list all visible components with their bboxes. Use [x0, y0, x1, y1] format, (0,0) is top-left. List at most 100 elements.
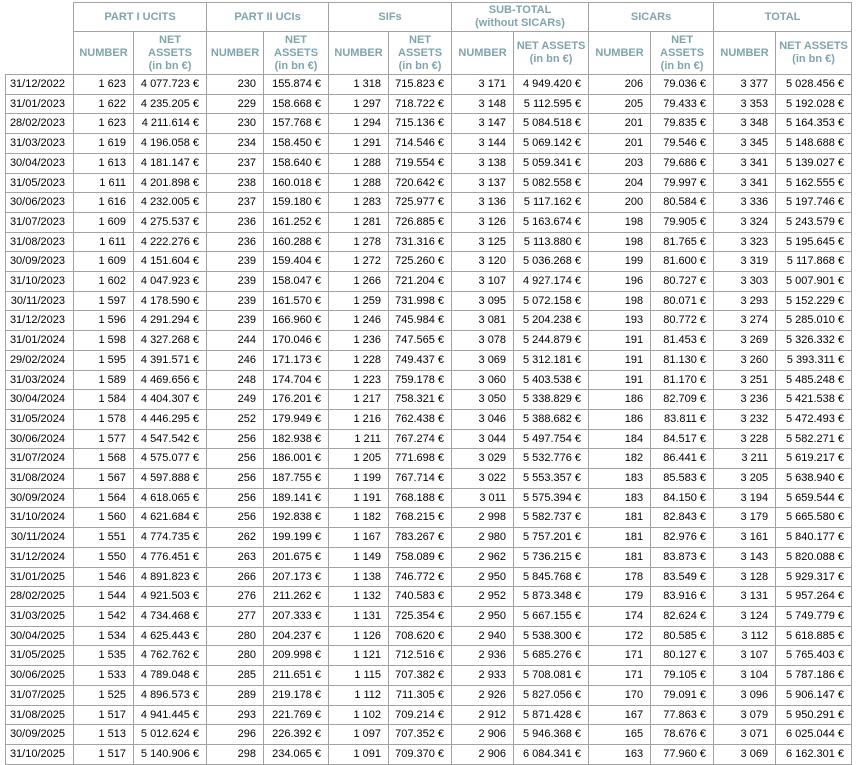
date-cell: 30/09/2024	[5, 487, 74, 509]
value-cell: 77.960 €	[650, 743, 715, 765]
value-cell: 745.984 €	[388, 310, 453, 332]
value-cell: 206	[588, 74, 652, 95]
value-cell: 1 288	[328, 172, 390, 194]
value-cell: 239	[206, 310, 265, 332]
value-cell: 186.001 €	[263, 448, 330, 470]
group-header-part-i-ucits: PART I UCITS	[72, 2, 208, 32]
value-cell: 1 611	[73, 172, 134, 194]
value-cell: 3 341	[713, 172, 777, 194]
column-header-total-net-assets: NET ASSETS (in bn €)	[775, 31, 853, 75]
value-cell: 157.768 €	[263, 113, 330, 135]
value-cell: 5 197.746 €	[775, 192, 853, 213]
date-cell: 30/04/2023	[5, 152, 74, 174]
value-cell: 230	[206, 74, 265, 95]
date-cell: 30/09/2025	[5, 724, 74, 745]
date-cell: 31/08/2025	[5, 704, 74, 726]
date-cell: 31/03/2025	[5, 605, 74, 627]
value-cell: 3 125	[451, 231, 515, 253]
value-cell: 167	[588, 704, 652, 726]
value-cell: 5 946.368 €	[513, 724, 590, 745]
value-cell: 5 827.056 €	[513, 684, 590, 706]
value-cell: 4 774.735 €	[132, 527, 208, 548]
value-cell: 186	[588, 389, 652, 410]
value-cell: 183	[588, 468, 652, 489]
value-cell: 3 107	[451, 271, 515, 292]
group-header-row: PART I UCITS PART II UCIs SIFs SUB-TOTAL (w…	[5, 2, 853, 75]
value-cell: 3 143	[713, 546, 777, 568]
value-cell: 5 117.162 €	[513, 192, 590, 213]
value-cell: 1 577	[73, 428, 134, 450]
value-cell: 5 638.940 €	[775, 468, 853, 489]
group-header-sicars: SICARs	[588, 2, 715, 32]
value-cell: 725.977 €	[388, 192, 453, 213]
date-cell: 30/04/2024	[5, 389, 74, 410]
value-cell: 293	[206, 704, 265, 726]
value-cell: 3 124	[713, 605, 777, 627]
value-cell: 4 211.614 €	[132, 113, 208, 135]
value-cell: 80.727 €	[650, 271, 715, 292]
value-cell: 5 618.885 €	[775, 625, 853, 647]
value-cell: 252	[206, 408, 265, 430]
value-cell: 3 260	[713, 349, 777, 371]
value-cell: 731.316 €	[388, 231, 453, 253]
value-cell: 3 046	[451, 408, 515, 430]
group-header-part-ii-ucis: PART II UCIs	[206, 2, 330, 32]
value-cell: 3 104	[713, 665, 777, 686]
value-cell: 230	[206, 113, 265, 135]
value-cell: 725.260 €	[388, 251, 453, 273]
value-cell: 767.274 €	[388, 428, 453, 450]
value-cell: 201	[588, 133, 652, 154]
value-cell: 83.811 €	[650, 408, 715, 430]
value-cell: 5 113.880 €	[513, 231, 590, 253]
value-cell: 4 789.048 €	[132, 665, 208, 686]
value-cell: 238	[206, 172, 265, 194]
table-row: 30/06/2023 1 616 4 232.005 €237 159.180 €1 …	[5, 192, 853, 213]
date-cell: 31/03/2024	[5, 369, 74, 391]
table-row: 31/07/2025 1 525 4 896.573 €289 219.178 €1 …	[5, 684, 853, 706]
value-cell: 201	[588, 113, 652, 135]
value-cell: 3 323	[713, 231, 777, 253]
value-cell: 3 353	[713, 93, 777, 115]
value-cell: 81.130 €	[650, 349, 715, 371]
date-cell: 31/10/2025	[5, 743, 74, 765]
value-cell: 246	[206, 349, 265, 371]
value-cell: 1 266	[328, 271, 390, 292]
date-cell: 31/08/2024	[5, 468, 74, 489]
value-cell: 5 059.341 €	[513, 152, 590, 174]
value-cell: 3 303	[713, 271, 777, 292]
value-cell: 1 291	[328, 133, 390, 154]
date-cell: 31/05/2023	[5, 172, 74, 194]
value-cell: 277	[206, 605, 265, 627]
value-cell: 5 195.645 €	[775, 231, 853, 253]
value-cell: 1 149	[328, 546, 390, 568]
value-cell: 5 665.580 €	[775, 507, 853, 529]
value-cell: 204.237 €	[263, 625, 330, 647]
value-cell: 1 564	[73, 487, 134, 509]
value-cell: 731.998 €	[388, 290, 453, 312]
group-header-sifs: SIFs	[328, 2, 453, 32]
table-row: 30/11/2023 1 597 4 178.590 €239 161.570 €1 …	[5, 290, 853, 312]
value-cell: 2 926	[451, 684, 515, 706]
value-cell: 5 112.595 €	[513, 93, 590, 115]
value-cell: 3 069	[713, 743, 777, 765]
table-row: 31/08/2024 1 567 4 597.888 €256 187.755 €1 …	[5, 468, 853, 489]
value-cell: 1 534	[73, 625, 134, 647]
value-cell: 80.584 €	[650, 192, 715, 213]
value-cell: 783.267 €	[388, 527, 453, 548]
table-row: 31/08/2025 1 517 4 941.445 €293 221.769 €1 …	[5, 704, 853, 726]
value-cell: 84.150 €	[650, 487, 715, 509]
value-cell: 191	[588, 349, 652, 371]
statistics-table-container: PART I UCITS PART II UCIs SIFs SUB-TOTAL (w…	[5, 2, 853, 765]
column-header-part-i-ucits-net-assets: NET ASSETS (in bn €)	[132, 31, 208, 75]
value-cell: 4 291.294 €	[132, 310, 208, 332]
value-cell: 4 446.295 €	[132, 408, 208, 430]
value-cell: 79.105 €	[650, 665, 715, 686]
value-cell: 3 137	[451, 172, 515, 194]
value-cell: 256	[206, 448, 265, 470]
value-cell: 181	[588, 546, 652, 568]
date-cell: 31/12/2023	[5, 310, 74, 332]
value-cell: 1 609	[73, 251, 134, 273]
value-cell: 172	[588, 625, 652, 647]
table-row: 31/12/2024 1 550 4 776.451 €263 201.675 €1 …	[5, 546, 853, 568]
value-cell: 5 007.901 €	[775, 271, 853, 292]
